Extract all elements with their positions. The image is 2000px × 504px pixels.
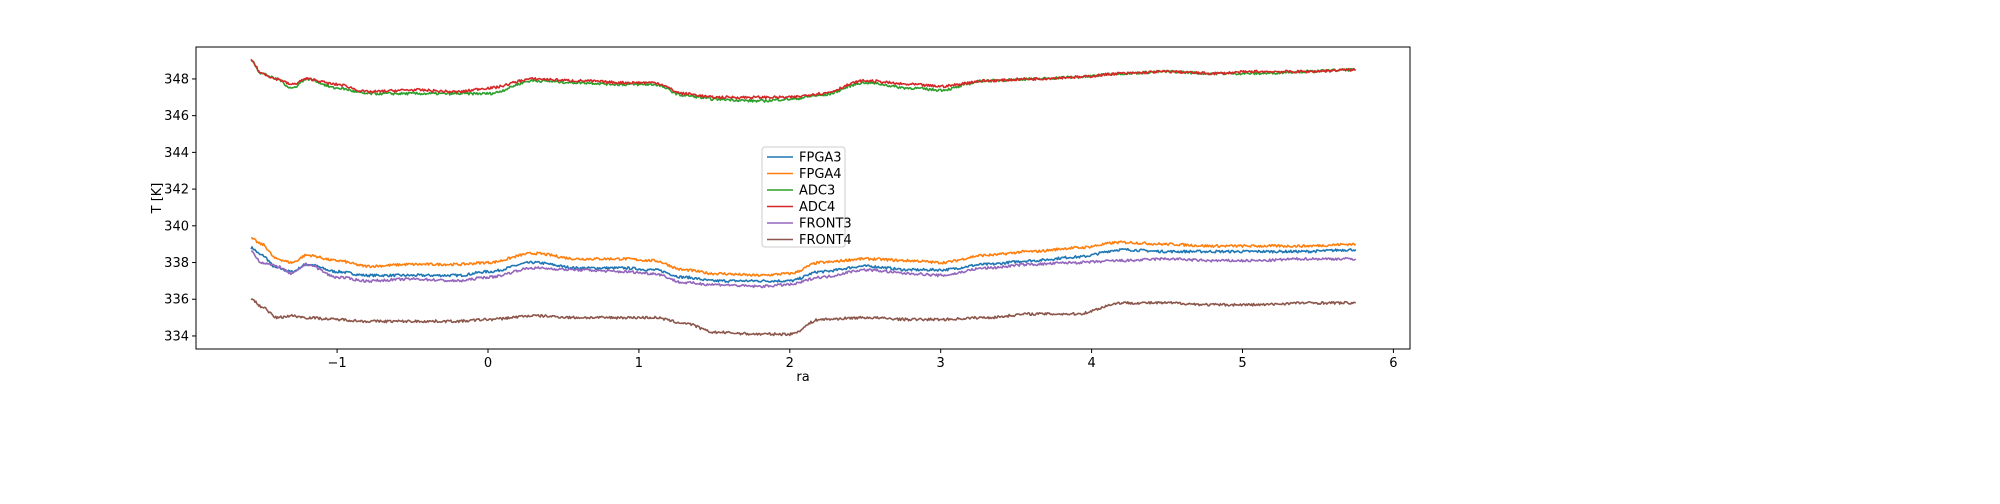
legend-label: FPGA4 — [799, 167, 842, 182]
plot-frame — [195, 46, 1411, 350]
x-tick-label: 5 — [1238, 356, 1246, 371]
y-tick-label: 340 — [164, 219, 189, 234]
series-lines — [250, 58, 1357, 337]
x-axis-label: ra — [796, 370, 809, 385]
y-axis-label: T [K] — [150, 183, 165, 215]
legend-box — [761, 146, 846, 248]
series-line-fpga3 — [250, 246, 1357, 283]
y-tick-label: 344 — [164, 146, 189, 161]
x-tick-label: 2 — [786, 356, 794, 371]
series-line-adc4 — [250, 58, 1356, 100]
x-tick-label: 3 — [937, 356, 945, 371]
y-tick-label: 342 — [164, 183, 189, 198]
y-tick-label: 336 — [164, 293, 189, 308]
x-tick-label: 4 — [1087, 356, 1095, 371]
legend-label: FRONT4 — [799, 233, 852, 248]
legend-label: ADC4 — [799, 200, 835, 215]
x-tick-label: −1 — [328, 356, 347, 371]
y-tick-label: 348 — [164, 72, 189, 87]
legend-label: FRONT3 — [799, 217, 852, 232]
y-tick-label: 346 — [164, 109, 189, 124]
series-line-front4 — [250, 298, 1356, 337]
y-axis: 334 336 338 340 342 344 346 348 — [164, 72, 196, 344]
x-tick-label: 6 — [1389, 356, 1397, 371]
series-line-front3 — [250, 250, 1357, 289]
legend-label: ADC3 — [799, 184, 835, 199]
x-tick-label: 0 — [484, 356, 492, 371]
x-axis: −1 0 1 2 3 4 5 6 — [328, 349, 1398, 371]
y-tick-label: 338 — [164, 256, 189, 271]
legend-label: FPGA3 — [799, 151, 842, 166]
y-tick-label: 334 — [164, 329, 189, 344]
series-line-fpga4 — [250, 236, 1357, 278]
x-tick-label: 1 — [635, 356, 643, 371]
